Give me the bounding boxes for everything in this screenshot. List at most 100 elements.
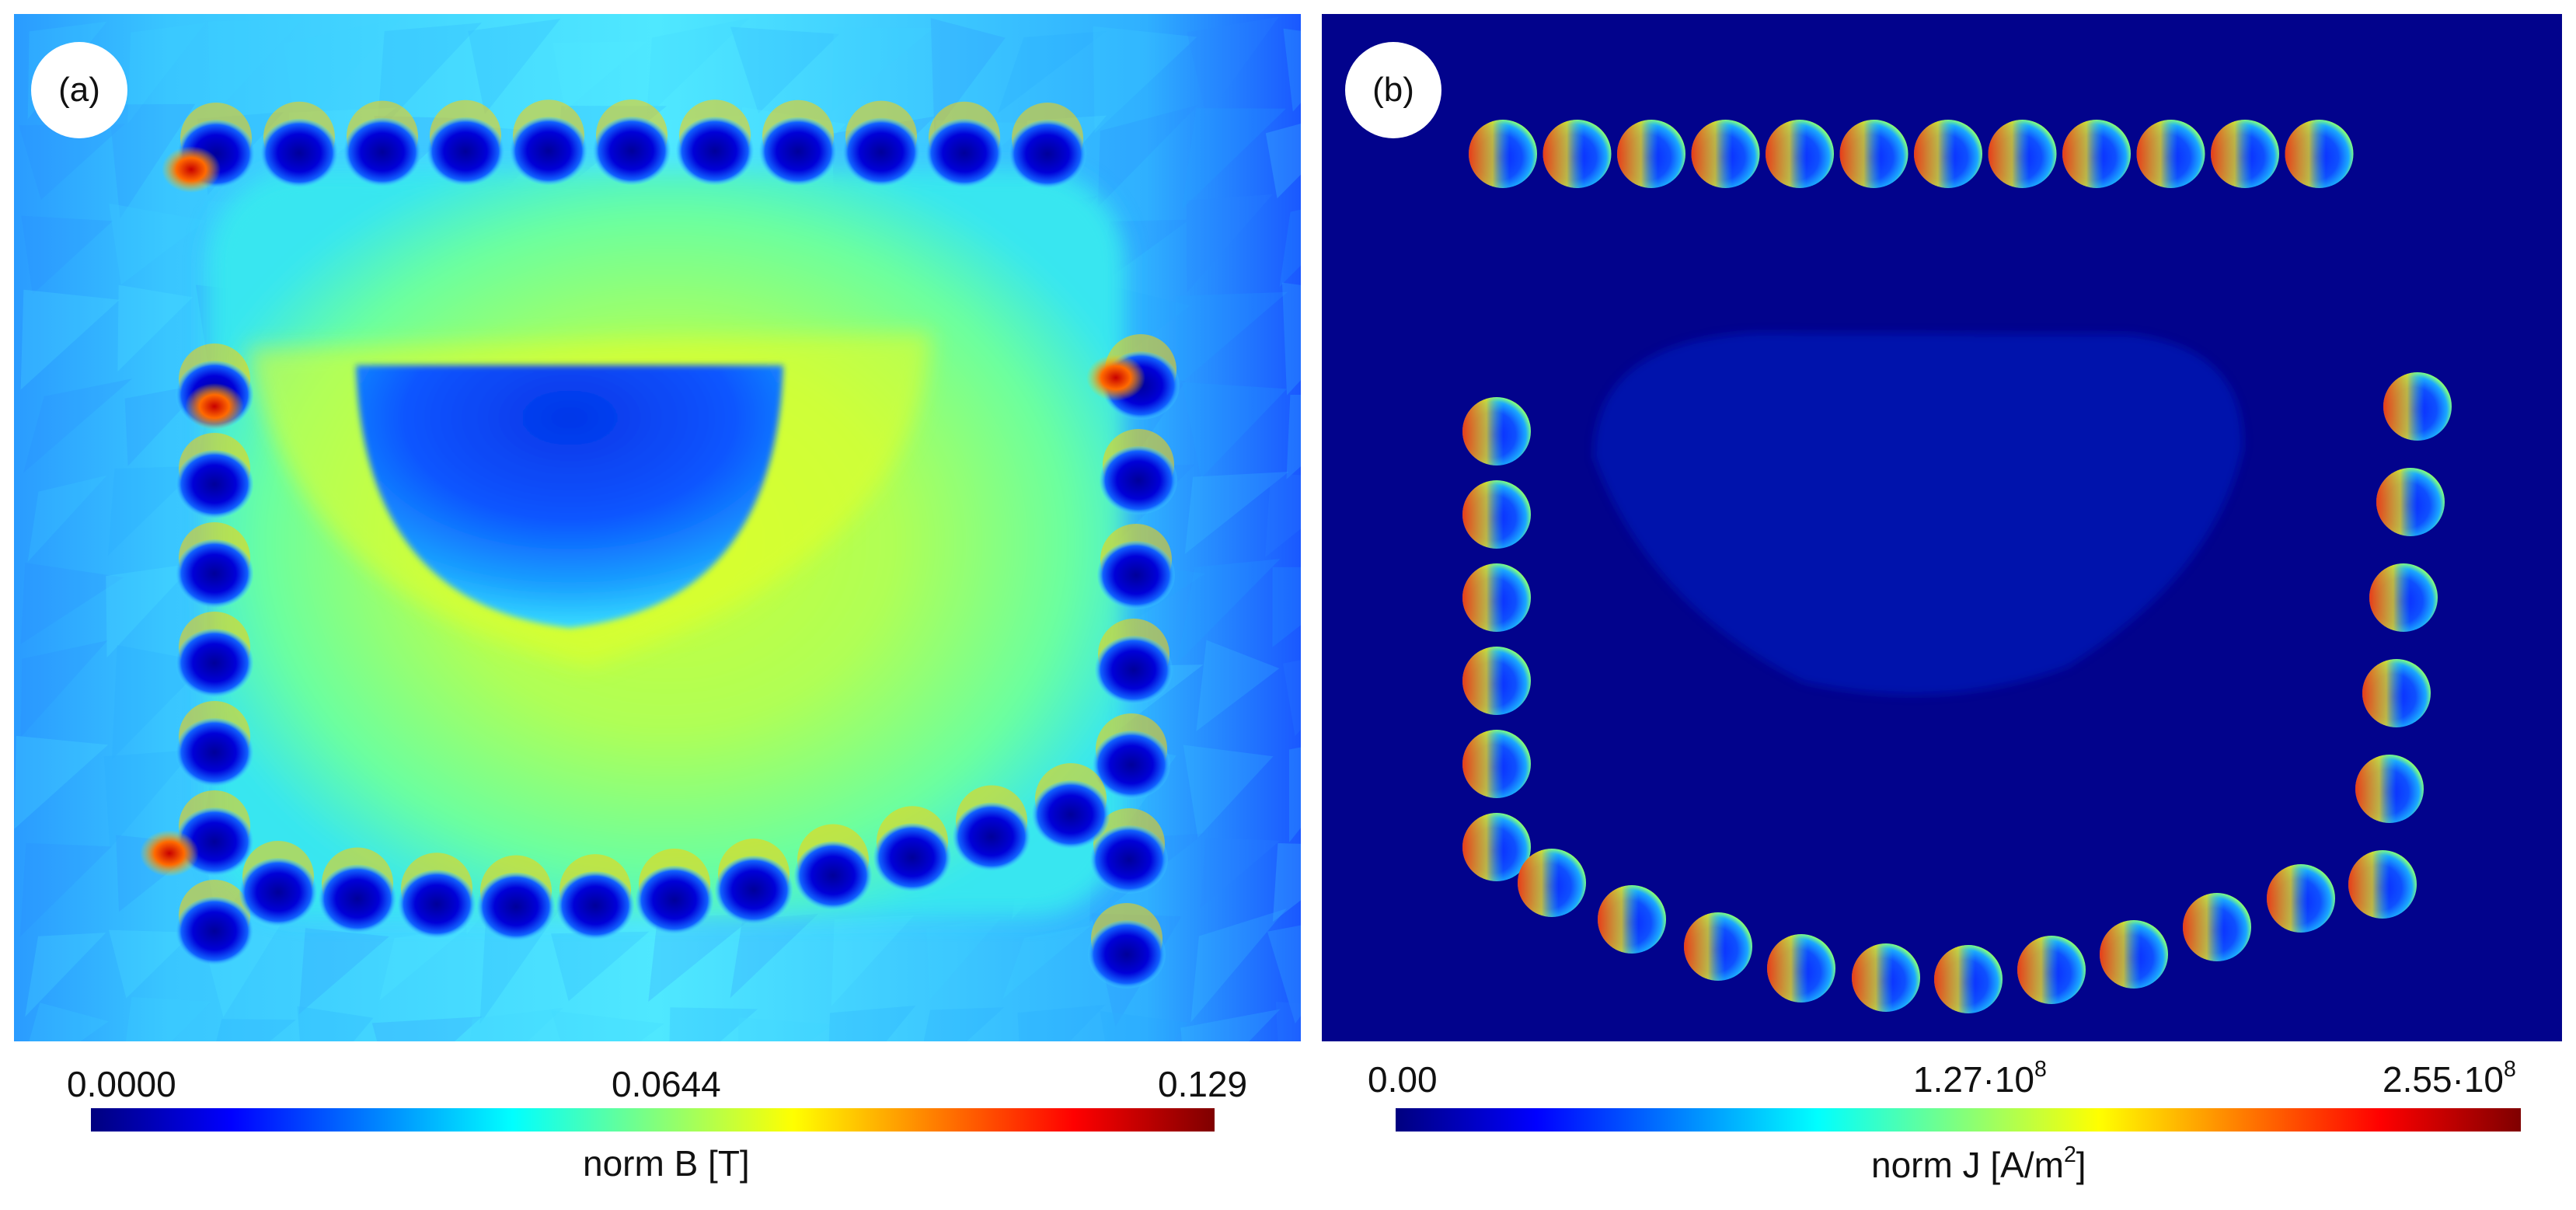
conductor-cell: [176, 718, 253, 786]
mesh-cell: [1187, 16, 1279, 118]
mesh-cell: [1275, 1002, 1301, 1041]
mesh-cell: [1002, 925, 1092, 999]
mesh-cell: [468, 19, 561, 115]
mesh-cell: [1100, 1010, 1188, 1041]
conductor-cell: [1097, 541, 1175, 609]
conductor-cell: [319, 864, 396, 933]
field-map-b: (a): [14, 14, 1301, 1041]
conductor-cell: [510, 117, 587, 186]
colorbar-j-min-label: 0.00: [1368, 1059, 1438, 1100]
mesh-cell: [284, 17, 402, 134]
mesh-cell: [1283, 28, 1301, 112]
current-rim: [2183, 893, 2251, 961]
mesh-cell: [27, 475, 107, 563]
current-rim: [1934, 945, 2003, 1013]
conductor-cell: [239, 858, 317, 926]
mesh-cell: [21, 215, 113, 295]
colorbar-j-title: norm J [A/m2]: [1871, 1142, 2086, 1185]
conductor-cell: [477, 872, 555, 941]
mesh-cell: [1093, 26, 1197, 134]
mesh-cell: [1183, 744, 1274, 839]
mesh-cell: [1190, 908, 1287, 1023]
colorbar-b-max-label: 0.129: [1158, 1064, 1248, 1104]
field-map-j: (b): [1322, 14, 2562, 1041]
current-rim: [2383, 372, 2452, 441]
mesh-cell: [297, 1006, 374, 1041]
mesh-cell: [646, 18, 750, 118]
conductor-cell: [556, 871, 634, 940]
conductor-cell: [1088, 920, 1166, 989]
conductor-cell: [1009, 120, 1086, 188]
mesh-cell: [20, 563, 124, 644]
mesh-cell: [1286, 394, 1301, 479]
mesh-cell: [125, 997, 211, 1041]
mesh-cell: [127, 23, 206, 124]
current-rim: [1462, 563, 1531, 632]
colorbar-j-gradient: [1396, 1108, 2521, 1132]
mesh-cell: [828, 1005, 916, 1041]
mesh-cell: [648, 913, 758, 1003]
current-rim: [1839, 120, 1908, 188]
conductor-cell: [759, 117, 837, 186]
colorbar-j-max-label: 2.55·108: [2383, 1057, 2516, 1100]
current-rim: [1598, 885, 1666, 954]
mesh-cell: [923, 1007, 1005, 1041]
mesh-cell: [19, 842, 112, 937]
mesh-cell: [552, 41, 647, 111]
conductor-cell: [176, 897, 253, 965]
mesh-cell: [1272, 567, 1301, 647]
mesh-cell: [1265, 123, 1301, 199]
colorbar-b-gradient: [91, 1108, 1215, 1132]
conductor-cell: [398, 870, 476, 939]
current-rim: [1462, 397, 1531, 466]
conductor-cell: [873, 823, 951, 892]
conductor-cell: [1093, 731, 1170, 799]
hot-spot: [1086, 354, 1145, 401]
colorbar-b-mid-label: 0.0644: [612, 1064, 721, 1104]
mesh-cell: [1182, 382, 1288, 479]
current-rim: [2017, 936, 2086, 1004]
current-rim: [1914, 120, 1982, 188]
colorbar-j-mid-label: 1.27·108: [1913, 1057, 2047, 1100]
mesh-cell: [29, 1003, 109, 1041]
current-rim: [1767, 934, 1835, 1003]
mesh-cell: [14, 735, 109, 829]
mesh-cell: [1281, 282, 1301, 396]
mesh-cell: [1182, 108, 1287, 210]
conductor-cell: [953, 802, 1030, 871]
mesh-cell: [669, 1007, 758, 1041]
hot-spot: [185, 383, 244, 430]
mesh-cell: [19, 124, 125, 201]
conductor-cell: [427, 117, 504, 186]
mesh-cell: [479, 909, 560, 1024]
conductor-cell: [794, 841, 872, 910]
mesh-cell: [216, 1019, 296, 1041]
current-rim: [1518, 849, 1586, 917]
mesh-cell: [1100, 219, 1190, 285]
current-rim: [1462, 730, 1531, 798]
conductor-cell: [1032, 780, 1110, 849]
mesh-cell: [107, 466, 200, 556]
mesh-cell: [1267, 925, 1301, 1024]
mesh-cell: [1265, 472, 1301, 558]
mesh-cell: [1200, 837, 1281, 908]
mesh-cell: [1272, 842, 1301, 922]
current-rim: [2211, 120, 2279, 188]
current-rim: [2362, 659, 2431, 727]
panel-a-label: (a): [31, 42, 127, 138]
hot-spot: [140, 830, 199, 877]
mesh-cell: [106, 563, 195, 658]
current-rim: [1462, 813, 1531, 881]
current-rim: [1542, 120, 1612, 188]
mesh-cell: [371, 1016, 483, 1041]
conductor-cell: [176, 450, 253, 518]
mesh-cell: [117, 284, 193, 372]
conductor-cell: [343, 117, 421, 187]
conductor-cell: [1095, 636, 1173, 704]
current-rim: [2376, 468, 2445, 536]
mesh-cell: [103, 749, 194, 849]
mesh-cell: [1279, 209, 1301, 288]
mesh-cell: [1097, 105, 1198, 207]
mesh-cell: [1176, 559, 1281, 664]
mesh-cell: [108, 929, 193, 999]
